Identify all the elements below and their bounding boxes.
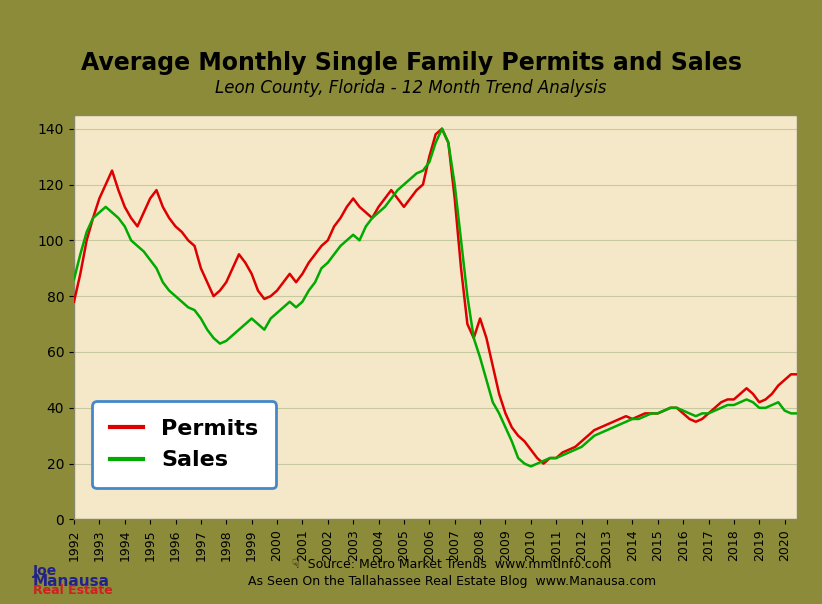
Text: Joe: Joe [33,564,58,578]
Text: Leon County, Florida - 12 Month Trend Analysis: Leon County, Florida - 12 Month Trend An… [215,79,607,97]
Text: Average Monthly Single Family Permits and Sales: Average Monthly Single Family Permits an… [81,51,741,76]
Text: Manausa: Manausa [33,574,110,588]
Text: As Seen On the Tallahassee Real Estate Blog  www.Manausa.com: As Seen On the Tallahassee Real Estate B… [248,574,656,588]
Text: ☟  Source: Metro Market Trends  www.mmtinfo.com: ☟ Source: Metro Market Trends www.mmtinf… [293,558,612,571]
Text: Real Estate: Real Estate [33,584,113,597]
Legend: Permits, Sales: Permits, Sales [92,402,276,488]
